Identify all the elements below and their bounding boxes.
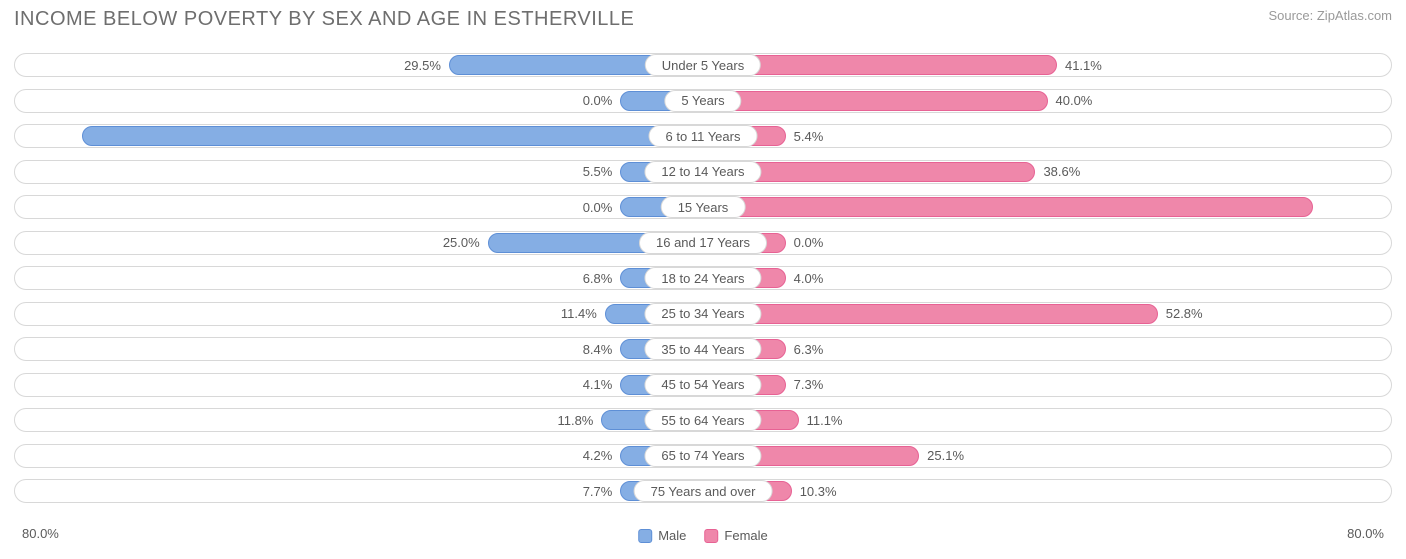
pct-female-label: 7.3% xyxy=(786,370,824,400)
chart-row: 29.5% 41.1% Under 5 Years xyxy=(14,50,1392,80)
category-label: 35 to 44 Years xyxy=(644,338,761,360)
pct-female-label: 38.6% xyxy=(1035,157,1080,187)
pct-male-label: 11.8% xyxy=(557,405,601,435)
chart-row: 72.1% 5.4% 6 to 11 Years xyxy=(14,121,1392,151)
pct-male-label: 11.4% xyxy=(561,299,605,329)
pct-male-label: 29.5% xyxy=(404,50,449,80)
category-label: 45 to 54 Years xyxy=(644,374,761,396)
chart-row: 4.1% 7.3% 45 to 54 Years xyxy=(14,370,1392,400)
legend-male-swatch xyxy=(638,529,652,543)
pct-female-label: 40.0% xyxy=(1048,86,1093,116)
legend: Male Female xyxy=(638,528,768,543)
pct-male-label: 0.0% xyxy=(583,86,621,116)
legend-female: Female xyxy=(704,528,767,543)
axis-max-left: 80.0% xyxy=(22,526,59,541)
chart-row: 6.8% 4.0% 18 to 24 Years xyxy=(14,263,1392,293)
pct-male-label: 4.2% xyxy=(583,441,621,471)
category-label: 16 and 17 Years xyxy=(639,232,767,254)
category-label: 25 to 34 Years xyxy=(644,303,761,325)
chart-row: 11.4% 52.8% 25 to 34 Years xyxy=(14,299,1392,329)
pct-male-label: 6.8% xyxy=(583,263,621,293)
pct-female-label: 52.8% xyxy=(1158,299,1203,329)
category-label: 65 to 74 Years xyxy=(644,445,761,467)
pct-male-label: 25.0% xyxy=(443,228,488,258)
chart-row: 0.0% 40.0% 5 Years xyxy=(14,86,1392,116)
chart-row: 11.8% 11.1% 55 to 64 Years xyxy=(14,405,1392,435)
pct-male-label: 72.1% xyxy=(14,121,635,151)
pct-female-label: 10.3% xyxy=(792,476,837,506)
chart-title: INCOME BELOW POVERTY BY SEX AND AGE IN E… xyxy=(14,8,634,31)
pct-female-label: 6.3% xyxy=(786,334,824,364)
chart-row: 0.0% 70.8%15 Years xyxy=(14,192,1392,222)
category-label: 18 to 24 Years xyxy=(644,267,761,289)
pct-male-label: 4.1% xyxy=(583,370,621,400)
category-label: Under 5 Years xyxy=(645,54,761,76)
legend-female-swatch xyxy=(704,529,718,543)
chart-source: Source: ZipAtlas.com xyxy=(1268,8,1392,23)
pct-male-label: 7.7% xyxy=(583,476,621,506)
axis-max-right: 80.0% xyxy=(1347,526,1384,541)
pct-female-label: 11.1% xyxy=(799,405,843,435)
category-label: 6 to 11 Years xyxy=(649,125,758,147)
legend-male: Male xyxy=(638,528,686,543)
bar-female xyxy=(703,91,1048,111)
category-label: 5 Years xyxy=(664,90,741,112)
poverty-chart: 29.5% 41.1% Under 5 Years 0.0% 40.0% 5 Years 7… xyxy=(14,50,1392,519)
chart-row: 25.0% 0.0% 16 and 17 Years xyxy=(14,228,1392,258)
chart-row: 7.7% 10.3% 75 Years and over xyxy=(14,476,1392,506)
pct-female-label: 41.1% xyxy=(1057,50,1102,80)
chart-row: 8.4% 6.3% 35 to 44 Years xyxy=(14,334,1392,364)
category-label: 15 Years xyxy=(661,196,746,218)
chart-row: 5.5% 38.6% 12 to 14 Years xyxy=(14,157,1392,187)
pct-female-label: 4.0% xyxy=(786,263,824,293)
pct-male-label: 5.5% xyxy=(583,157,621,187)
pct-female-label: 25.1% xyxy=(919,441,964,471)
legend-female-label: Female xyxy=(724,528,767,543)
category-label: 12 to 14 Years xyxy=(644,161,761,183)
bar-female xyxy=(703,304,1158,324)
category-label: 75 Years and over xyxy=(634,480,773,502)
pct-male-label: 0.0% xyxy=(583,192,621,222)
pct-female-label: 70.8% xyxy=(703,192,1313,222)
category-label: 55 to 64 Years xyxy=(644,409,761,431)
pct-female-label: 0.0% xyxy=(786,228,824,258)
chart-row: 4.2% 25.1% 65 to 74 Years xyxy=(14,441,1392,471)
pct-male-label: 8.4% xyxy=(583,334,621,364)
legend-male-label: Male xyxy=(658,528,686,543)
pct-female-label: 5.4% xyxy=(786,121,824,151)
